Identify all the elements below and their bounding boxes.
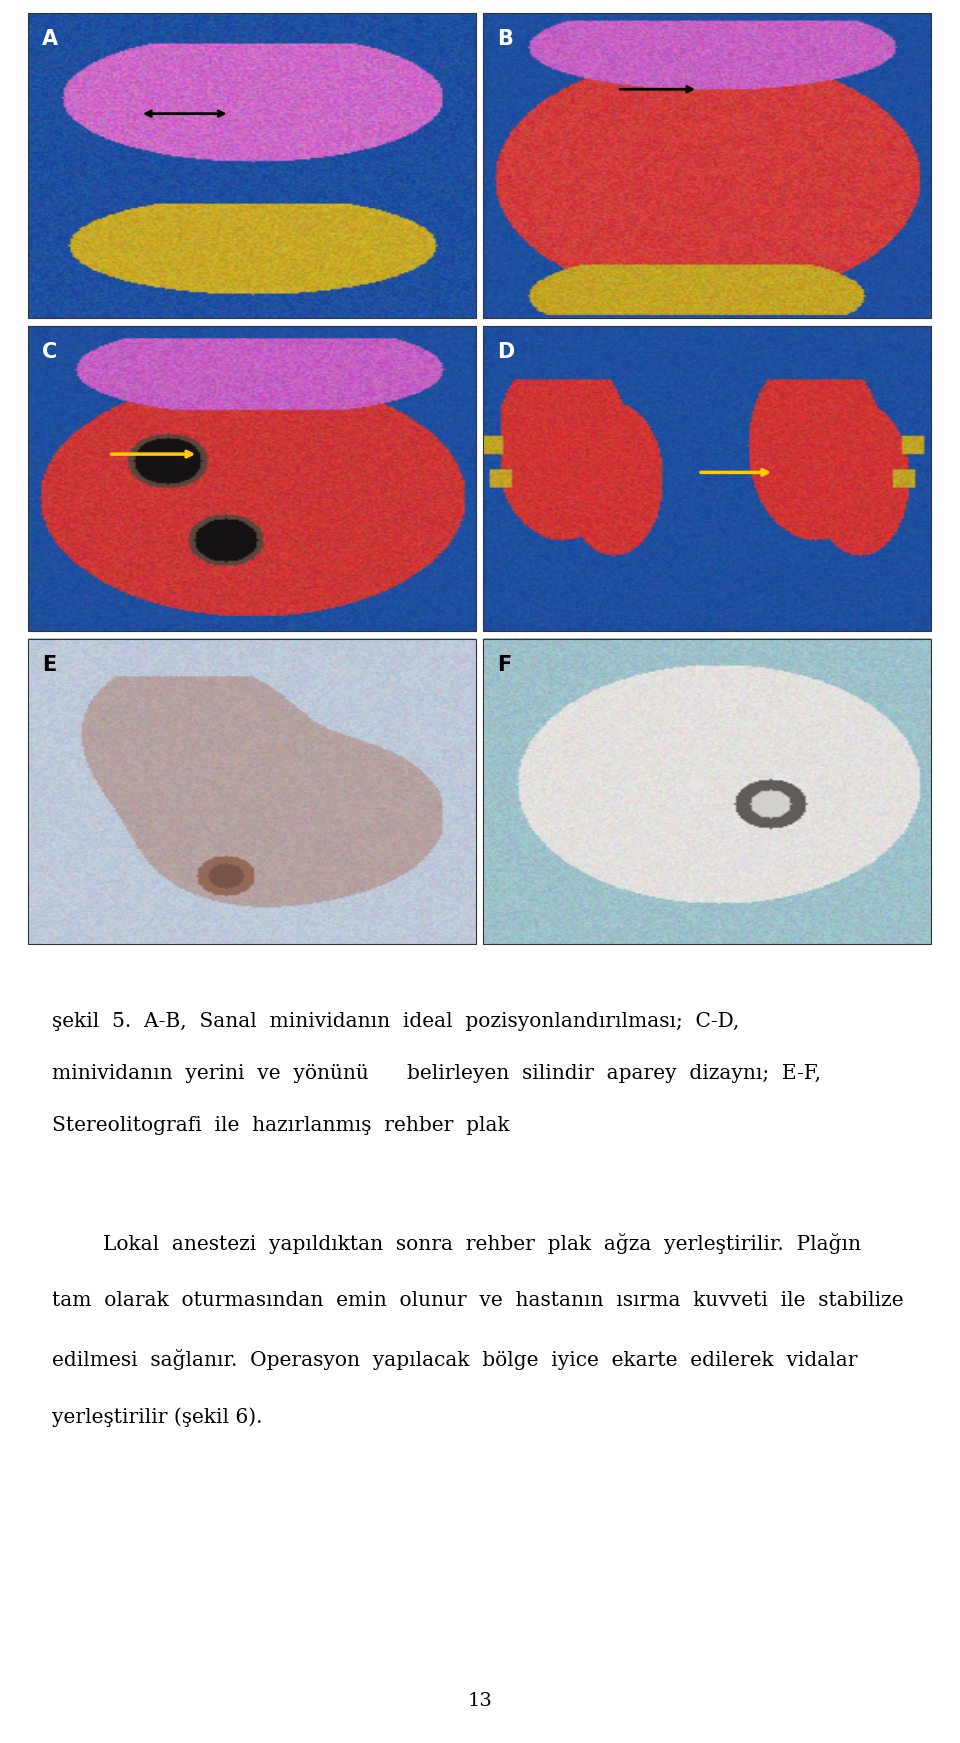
Text: B: B — [497, 30, 513, 49]
Text: F: F — [497, 655, 512, 675]
Text: şekil  5.  A-B,  Sanal  minividanın  ideal  pozisyonlandırılması;  C-D,: şekil 5. A-B, Sanal minividanın ideal po… — [52, 1013, 739, 1032]
Bar — [28, 326, 476, 631]
Bar — [483, 12, 931, 317]
Bar — [483, 640, 931, 945]
Text: D: D — [497, 342, 515, 363]
Text: 13: 13 — [468, 1692, 492, 1710]
Text: Lokal  anestezi  yapıldıktan  sonra  rehber  plak  ağza  yerleştirilir.  Plağın: Lokal anestezi yapıldıktan sonra rehber … — [52, 1232, 861, 1253]
Text: C: C — [42, 342, 58, 363]
Text: minividanın  yerini  ve  yönünü      belirleyen  silindir  aparey  dizaynı;  E-F: minividanın yerini ve yönünü belirleyen … — [52, 1063, 821, 1082]
Text: E: E — [42, 655, 57, 675]
Bar — [28, 640, 476, 945]
Text: tam  olarak  oturmasından  emin  olunur  ve  hastanın  ısırma  kuvveti  ile  sta: tam olarak oturmasından emin olunur ve h… — [52, 1292, 903, 1311]
Text: A: A — [42, 30, 59, 49]
Bar — [28, 12, 476, 317]
Text: yerleştirilir (şekil 6).: yerleştirilir (şekil 6). — [52, 1407, 262, 1428]
Bar — [483, 326, 931, 631]
Text: Stereolitografi  ile  hazırlanmış  rehber  plak: Stereolitografi ile hazırlanmış rehber p… — [52, 1116, 510, 1135]
Text: edilmesi  sağlanır.  Operasyon  yapılacak  bölge  iyice  ekarte  edilerek  vidal: edilmesi sağlanır. Operasyon yapılacak b… — [52, 1349, 857, 1370]
